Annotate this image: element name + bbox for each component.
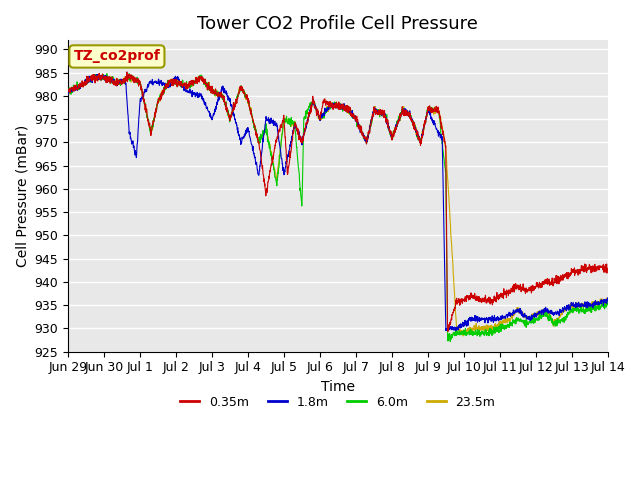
Title: Tower CO2 Profile Cell Pressure: Tower CO2 Profile Cell Pressure	[198, 15, 478, 33]
Y-axis label: Cell Pressure (mBar): Cell Pressure (mBar)	[15, 125, 29, 267]
Legend: 0.35m, 1.8m, 6.0m, 23.5m: 0.35m, 1.8m, 6.0m, 23.5m	[175, 391, 500, 414]
Text: TZ_co2prof: TZ_co2prof	[74, 49, 160, 63]
X-axis label: Time: Time	[321, 380, 355, 394]
